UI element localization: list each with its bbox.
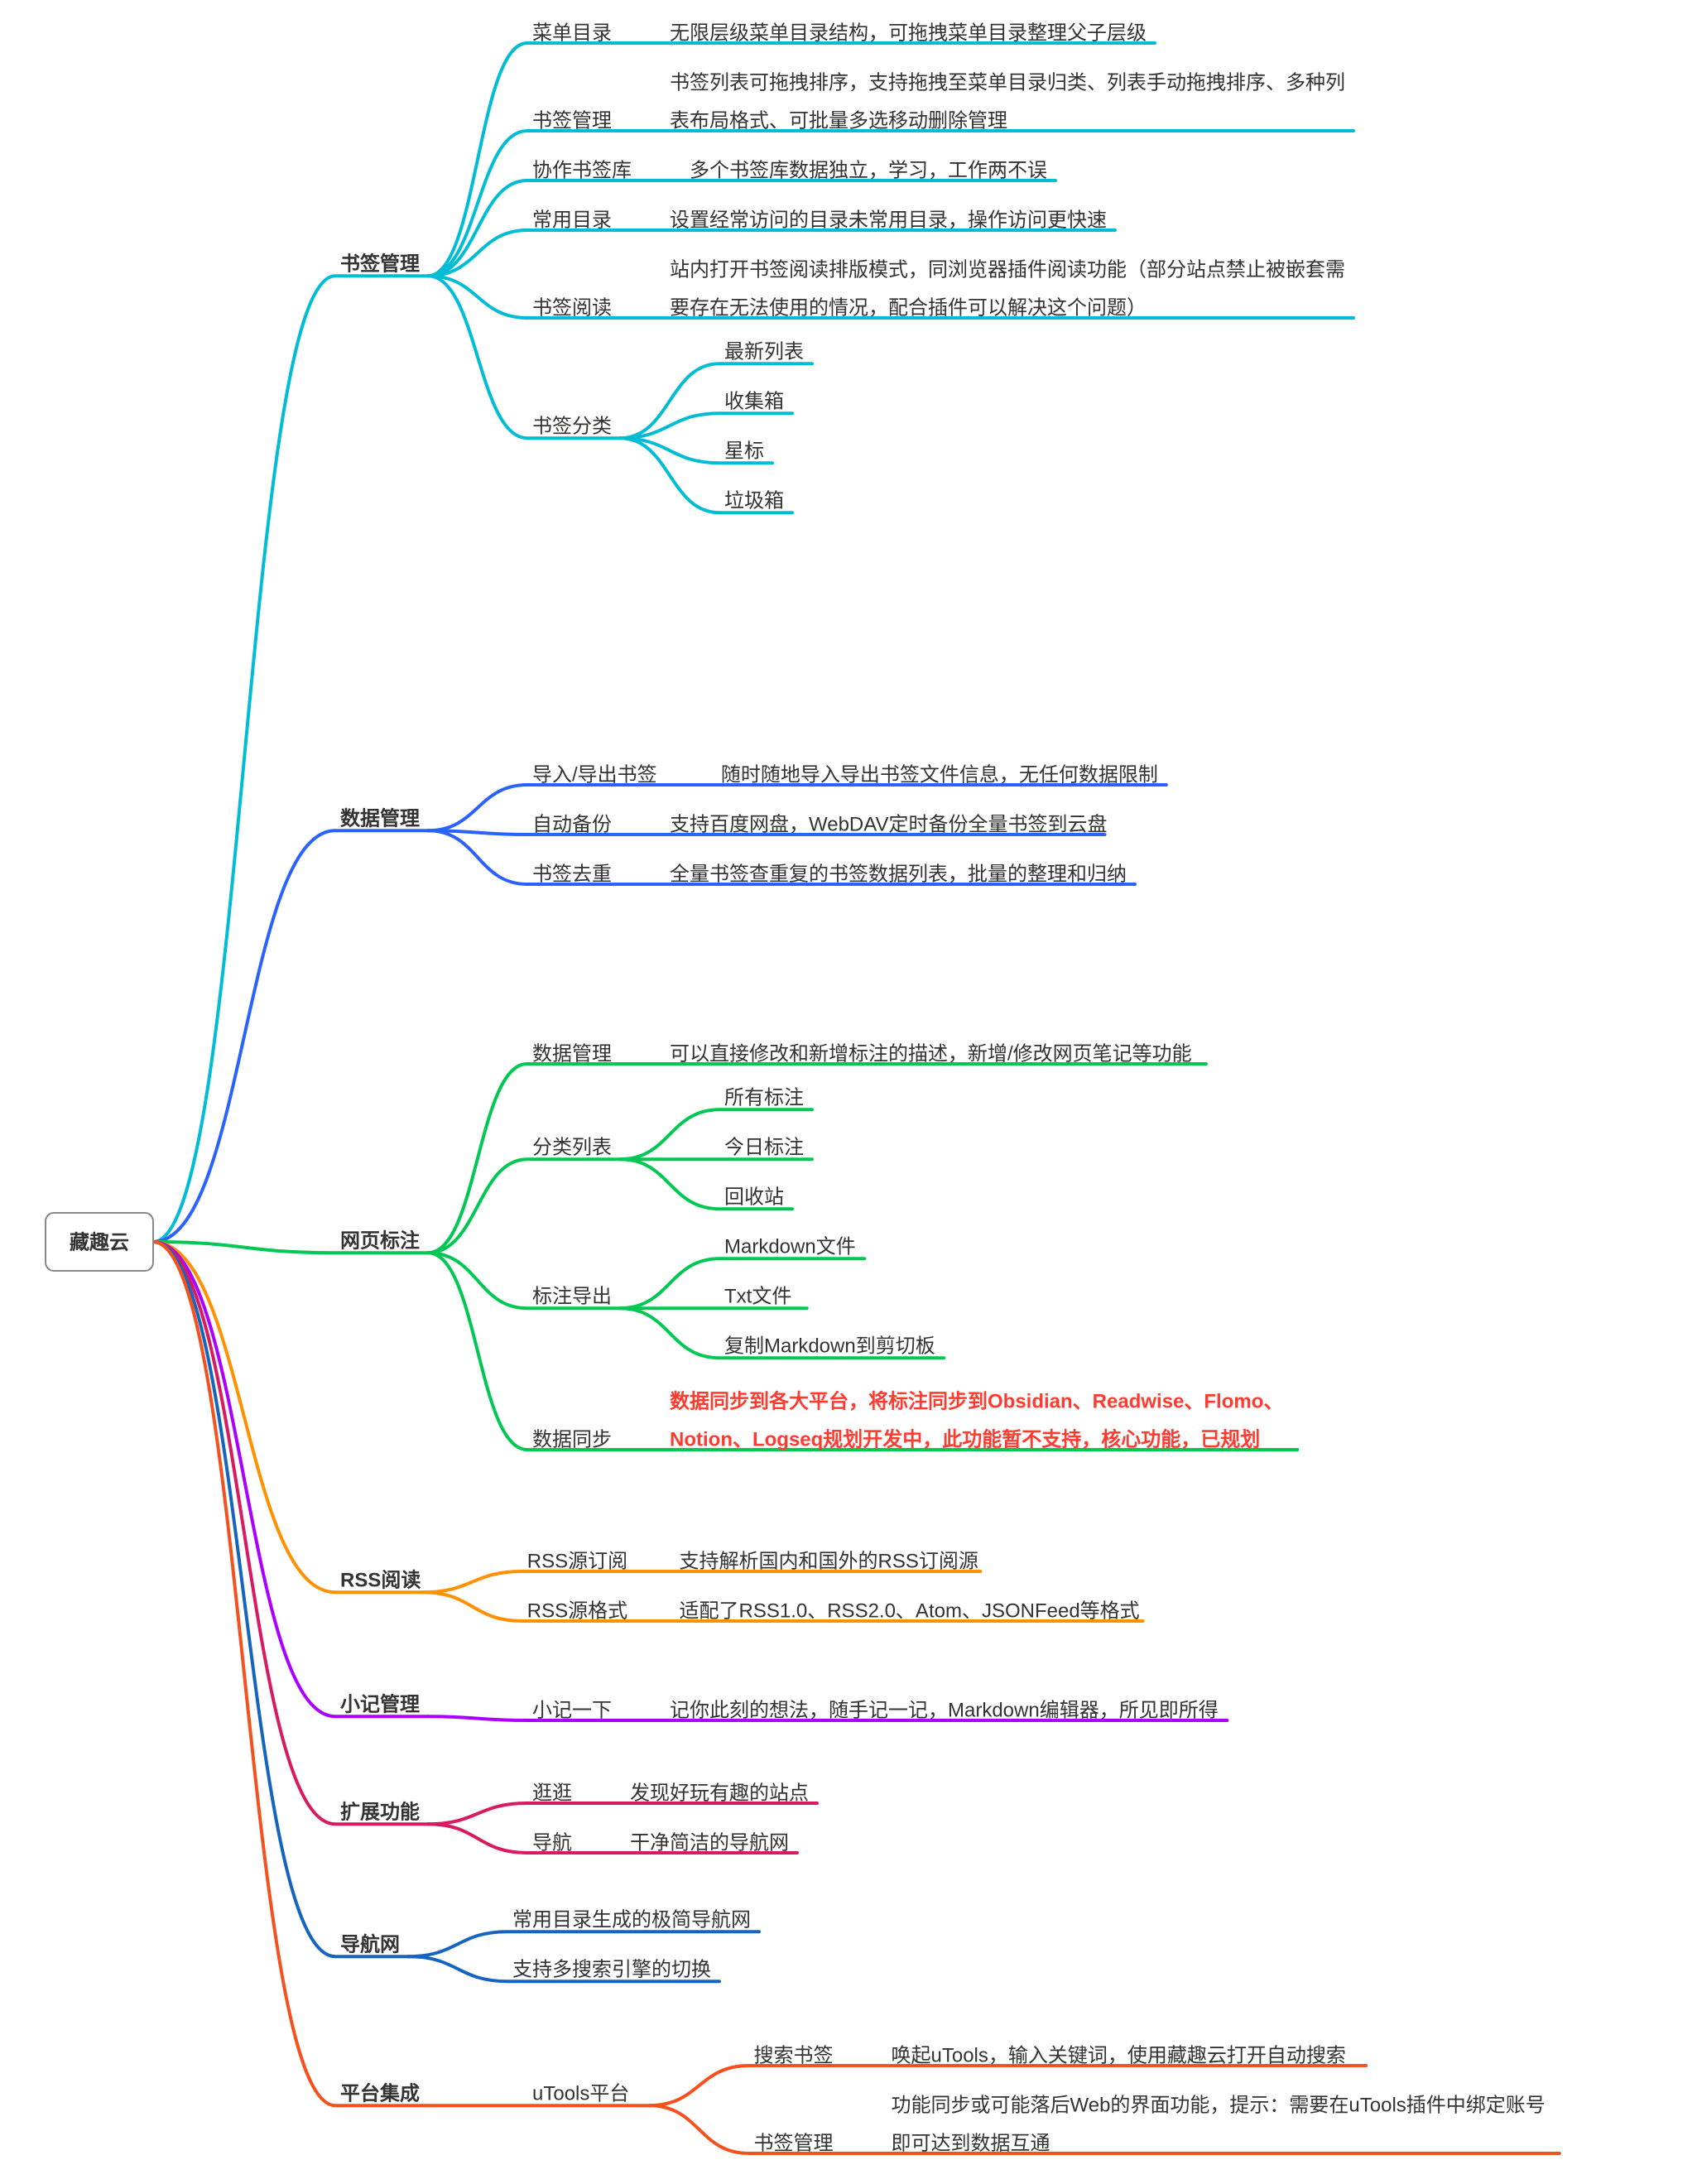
desc-data-sync-0: 数据同步到各大平台，将标注同步到Obsidian、Readwise、Flomo、	[670, 1390, 1283, 1413]
mindmap-link	[153, 1242, 423, 1592]
desc-collab-0: 多个书签库数据独立，学习，工作两不误	[690, 160, 1047, 182]
node-bm-manage: 书签管理	[532, 110, 612, 132]
mindmap-link	[423, 1571, 981, 1592]
desc-dedup-0: 全量书签查重复的书签数据列表，批量的整理和归纳	[670, 863, 1127, 886]
desc-data-sync-1: Notion、Logseq规划开发中，此功能暂不支持，核心功能，已规划	[670, 1428, 1260, 1451]
branch-nav-site: 导航网	[340, 1932, 400, 1955]
mindmap-link	[153, 1242, 428, 1824]
branch-notes: 小记管理	[340, 1692, 420, 1715]
node-auto-backup: 自动备份	[532, 814, 612, 836]
mindmap-link	[620, 413, 792, 438]
mindmap-link	[428, 1159, 620, 1253]
branch-web-annot: 网页标注	[340, 1229, 420, 1252]
node-star: 星标	[724, 440, 764, 462]
node-utools: uTools平台	[532, 2082, 629, 2105]
node-utools-bm: 书签管理	[754, 2133, 834, 2155]
branch-rss: RSS阅读	[340, 1569, 421, 1591]
desc-search-bm-0: 唤起uTools，输入关键词，使用藏趣云打开自动搜索	[892, 2045, 1346, 2067]
mindmap-link	[153, 1242, 408, 1956]
labels-layer: 藏趣云书签管理菜单目录无限层级菜单目录结构，可拖拽菜单目录整理父子层级书签管理书…	[46, 22, 1546, 2155]
mindmap-link	[428, 1803, 817, 1824]
mindmap-link	[153, 276, 428, 1242]
desc-bm-read-0: 站内打开书签阅读排版模式，同浏览器插件阅读功能（部分站点禁止被嵌套需	[670, 259, 1345, 281]
node-recycle: 回收站	[724, 1186, 784, 1208]
desc-rss-sub-0: 支持解析国内和国外的RSS订阅源	[680, 1551, 978, 1573]
node-all-annot: 所有标注	[724, 1086, 804, 1109]
node-latest: 最新列表	[724, 340, 804, 363]
desc-utools-bm-1: 即可达到数据互通	[892, 2133, 1050, 2155]
node-rss-sub: RSS源订阅	[527, 1551, 627, 1573]
node-bm-read: 书签阅读	[532, 297, 612, 320]
node-today-annot: 今日标注	[724, 1136, 804, 1158]
desc-annot-data-0: 可以直接修改和新增标注的描述，新增/修改网页笔记等功能	[670, 1043, 1192, 1066]
desc-common-dir-0: 设置经常访问的目录未常用目录，操作访问更快速	[670, 209, 1107, 232]
desc-auto-backup-0: 支持百度网盘，WebDAV定时备份全量书签到云盘	[670, 814, 1107, 836]
desc-rss-fmt-0: 适配了RSS1.0、RSS2.0、Atom、JSONFeed等格式	[680, 1600, 1140, 1623]
node-menu-dir: 菜单目录	[532, 22, 612, 45]
desc-menu-dir-0: 无限层级菜单目录结构，可拖拽菜单目录整理父子层级	[670, 22, 1147, 45]
node-annot-cat: 分类列表	[532, 1136, 612, 1158]
desc-nav-0: 干净简洁的导航网	[630, 1832, 789, 1854]
node-md-file: Markdown文件	[724, 1235, 856, 1258]
mindmap-link	[428, 131, 1353, 276]
node-multi-search: 支持多搜索引擎的切换	[512, 1958, 711, 1980]
node-collab: 协作书签库	[532, 160, 632, 182]
desc-import-export-0: 随时随地导入导出书签文件信息，无任何数据限制	[721, 764, 1158, 787]
desc-bm-read-1: 要存在无法使用的情况，配合插件可以解决这个问题）	[670, 297, 1147, 320]
node-copy-md: 复制Markdown到剪切板	[724, 1335, 935, 1357]
links-layer	[153, 43, 1560, 2153]
branch-ext: 扩展功能	[340, 1800, 420, 1823]
mindmap-link	[153, 830, 428, 1242]
desc-explore-0: 发现好玩有趣的站点	[630, 1782, 809, 1805]
branch-bookmark-mgmt: 书签管理	[340, 252, 420, 275]
node-annot-data: 数据管理	[532, 1043, 612, 1066]
node-rss-fmt: RSS源格式	[527, 1600, 627, 1623]
node-inbox: 收集箱	[724, 390, 784, 412]
desc-utools-bm-0: 功能同步或可能落后Web的界面功能，提示：需要在uTools插件中绑定账号	[892, 2095, 1546, 2117]
node-annot-export: 标注导出	[532, 1285, 612, 1307]
mindmap-link	[408, 1931, 759, 1956]
node-bm-cat: 书签分类	[532, 415, 612, 437]
node-search-bm: 搜索书签	[754, 2045, 834, 2067]
branch-data-mgmt: 数据管理	[340, 806, 420, 830]
node-data-sync: 数据同步	[532, 1429, 612, 1451]
node-nav: 导航	[532, 1832, 572, 1854]
node-trash: 垃圾箱	[724, 489, 784, 512]
mindmap-link	[153, 1242, 428, 2105]
mindmap-canvas: 藏趣云书签管理菜单目录无限层级菜单目录结构，可拖拽菜单目录整理父子层级书签管理书…	[0, 0, 1697, 2184]
desc-quick-note-0: 记你此刻的想法，随手记一记，Markdown编辑器，所见即所得	[670, 1700, 1219, 1722]
branch-platform: 平台集成	[340, 2081, 420, 2105]
node-explore: 逛逛	[532, 1782, 572, 1805]
node-gen-nav: 常用目录生成的极简导航网	[512, 1908, 751, 1931]
desc-bm-manage-1: 表布局格式、可批量多选移动删除管理	[670, 110, 1007, 132]
node-quick-note: 小记一下	[532, 1700, 612, 1722]
node-import-export: 导入/导出书签	[532, 764, 657, 787]
root-label: 藏趣云	[70, 1231, 129, 1253]
node-common-dir: 常用目录	[532, 209, 612, 232]
desc-bm-manage-0: 书签列表可拖拽排序，支持拖拽至菜单目录归类、列表手动拖拽排序、多种列	[670, 72, 1345, 94]
node-txt-file: Txt文件	[724, 1285, 791, 1307]
node-dedup: 书签去重	[532, 863, 612, 886]
